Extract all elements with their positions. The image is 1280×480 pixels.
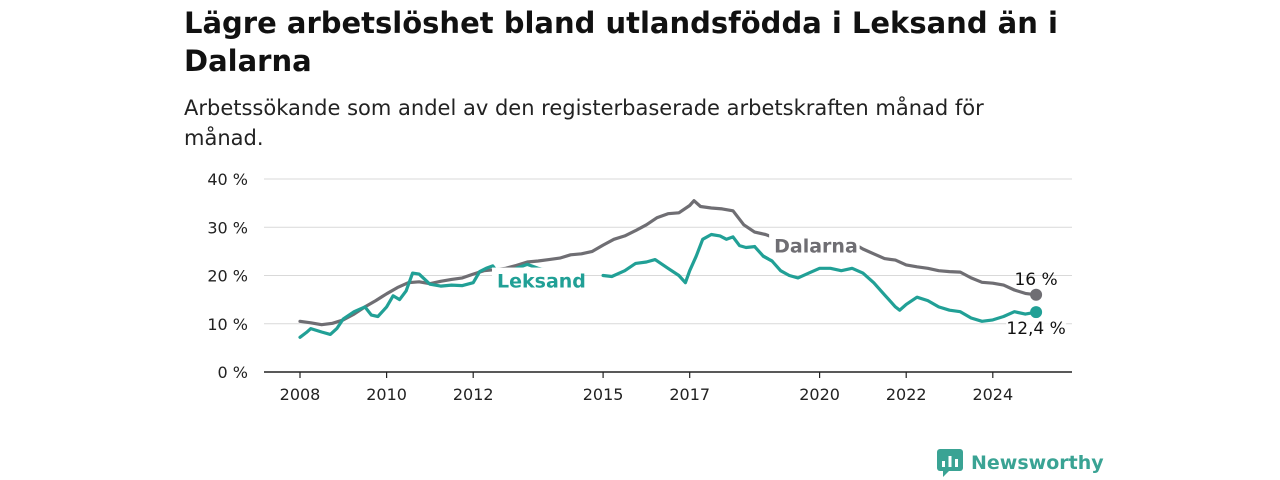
- y-tick-label: 10 %: [207, 315, 248, 334]
- newsworthy-logo-icon: [937, 449, 963, 477]
- series-line-leksand: [753, 245, 774, 263]
- x-tick-label: 2024: [972, 385, 1013, 404]
- chart-title: Lägre arbetslöshet bland utlandsfödda i …: [184, 6, 1058, 78]
- x-tick-label: 2022: [886, 385, 927, 404]
- end-point-dalarna: [1030, 288, 1043, 301]
- series-line-leksand: [298, 262, 579, 339]
- x-tick-label: 2012: [453, 385, 494, 404]
- end-label-dalarna: 16 %: [1014, 270, 1057, 290]
- x-tick-label: 2010: [366, 385, 407, 404]
- series-label-dalarna-bg: [769, 232, 860, 259]
- series-label-dalarna: Dalarna: [774, 235, 858, 257]
- x-tick-label: 2020: [799, 385, 840, 404]
- series-line-leksand: [601, 232, 757, 285]
- series-label-leksand: Leksand: [497, 271, 586, 293]
- x-tick-label: 2015: [583, 385, 624, 404]
- x-tick-label: 2008: [280, 385, 321, 404]
- end-label-leksand: 12,4 %: [1006, 319, 1065, 339]
- y-tick-label: 0 %: [218, 363, 248, 382]
- brand-logo: Newsworthy: [937, 449, 1104, 477]
- end-point-leksand: [1030, 306, 1043, 319]
- series-line-leksand: [761, 254, 1038, 323]
- series-label-leksand-bg: [492, 267, 583, 294]
- brand-name: Newsworthy: [971, 452, 1104, 474]
- x-tick-label: 2017: [669, 385, 710, 404]
- chart-subtitle: Arbetssökande som andel av den registerb…: [184, 96, 984, 150]
- y-tick-label: 40 %: [207, 170, 248, 189]
- y-tick-label: 20 %: [207, 267, 248, 286]
- end-label-leksand-bg: [1006, 318, 1067, 339]
- series-line-dalarna: [298, 199, 774, 327]
- y-tick-label: 30 %: [207, 218, 248, 237]
